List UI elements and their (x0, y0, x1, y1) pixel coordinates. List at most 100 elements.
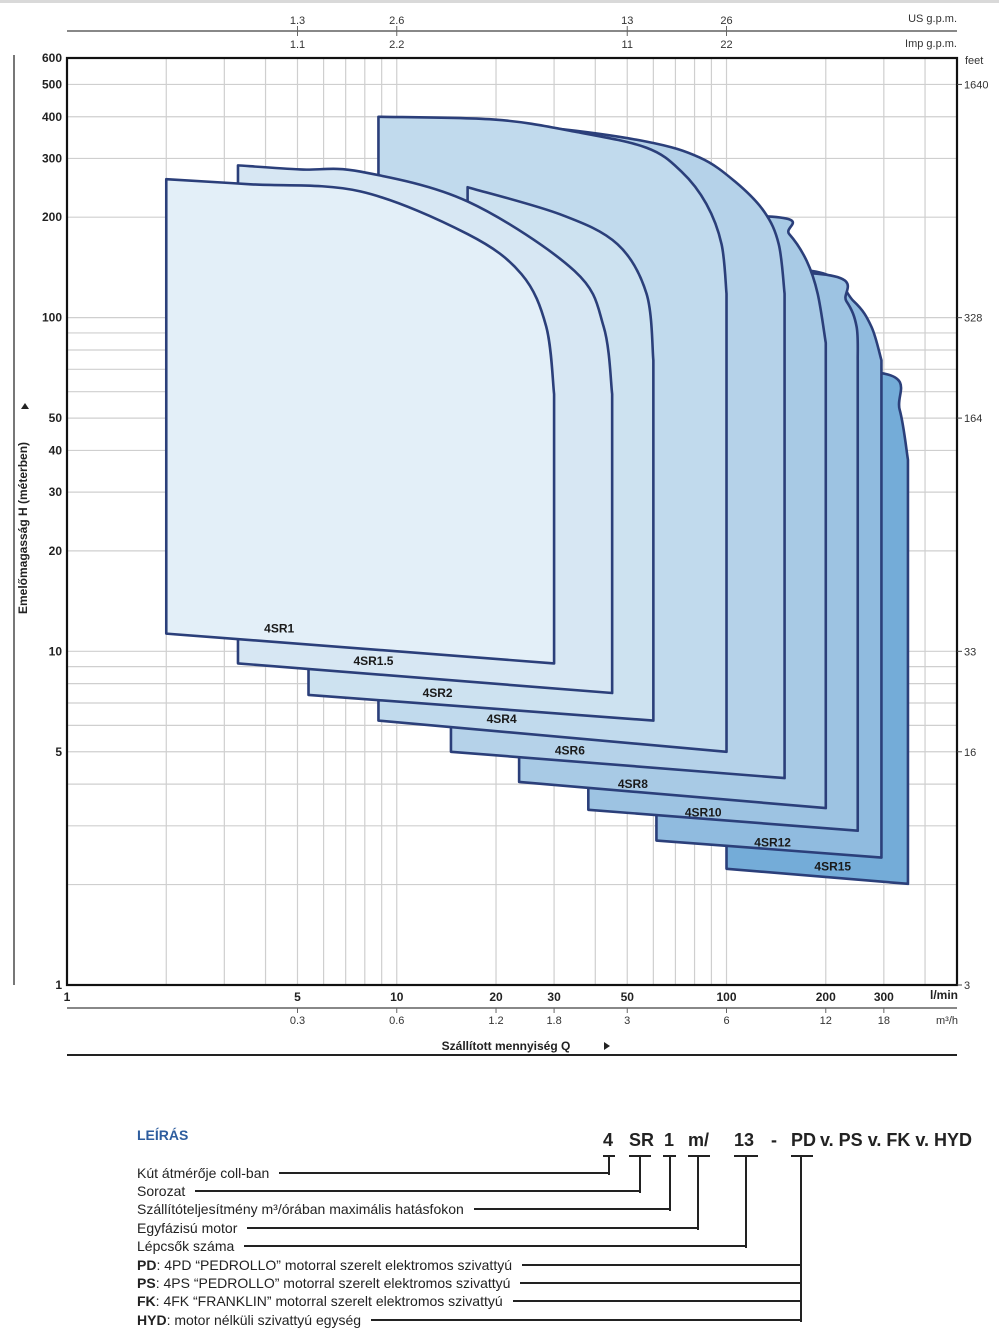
series-label: 4SR6 (555, 744, 585, 758)
description-row: PS: 4PS “PEDROLLO” motorral szerelt elek… (137, 1274, 802, 1292)
row-text: : 4FK “FRANKLIN” motorral szerelt elektr… (155, 1293, 503, 1309)
y-tick-label: 5 (55, 745, 62, 759)
m3h-unit-label: m³/h (936, 1015, 958, 1027)
connector-line (800, 1155, 802, 1322)
series-label: 4SR10 (685, 805, 722, 819)
pump-performance-chart: 4SR1 4SR1.5 4SR2 4SR4 4SR6 4SR8 4SR10 4SR12 4SR1… (13, 13, 988, 1056)
connector-line (745, 1155, 747, 1248)
description-title: LEÍRÁS (137, 1127, 189, 1143)
imp-gpm-tick-label: 2.2 (389, 39, 404, 51)
y-axis-title: Emelőmagasság H (méterben) (16, 442, 30, 614)
x-tick-label: 300 (874, 990, 894, 1004)
code-part-flow: 1 (664, 1130, 675, 1150)
series-label: 4SR1.5 (353, 654, 393, 668)
series-label: 4SR4 (487, 712, 517, 726)
row-text: Kút átmérője coll-ban (137, 1165, 270, 1181)
m3h-tick-label: 12 (820, 1015, 832, 1027)
y-tick-label: 500 (42, 77, 62, 91)
x-tick-label: 20 (489, 990, 503, 1004)
description-row: HYD: motor nélküli szivattyú egység (137, 1311, 802, 1329)
y-tick-label: 1 (55, 978, 62, 992)
y-axis-arrow-icon (21, 403, 29, 409)
y-tick-label: 100 (42, 311, 62, 325)
x-unit-label: l/min (930, 988, 958, 1002)
row-code: PS (137, 1275, 156, 1291)
us-gpm-tick-label: 2.6 (389, 15, 404, 27)
top-border (0, 0, 999, 3)
imp-gpm-tick-label: 22 (720, 39, 732, 51)
row-leader-line (244, 1245, 747, 1247)
row-text: : 4PD “PEDROLLO” motorral szerelt elektr… (156, 1257, 512, 1273)
m3h-tick-label: 3 (624, 1015, 630, 1027)
code-underline (688, 1155, 710, 1157)
series-label: 4SR8 (618, 777, 648, 791)
connector-line (608, 1155, 610, 1175)
y-tick-label: 40 (49, 443, 63, 457)
feet-tick-label: 3 (964, 980, 970, 992)
description-row: Egyfázisú motor (137, 1219, 699, 1237)
plot-frame (65, 56, 959, 987)
feet-tick-label: 164 (964, 413, 982, 425)
series-areas (164, 115, 910, 886)
x-axis-arrow-icon (604, 1042, 610, 1050)
imp-gpm-tick-label: 11 (622, 39, 633, 51)
code-part-series: SR (629, 1130, 655, 1150)
feet-tick-label: 1640 (964, 79, 988, 91)
description-row: Kút átmérője coll-ban (137, 1164, 610, 1182)
code-underline (791, 1155, 813, 1157)
code-part-version: PD (791, 1130, 817, 1150)
feet-tick-label: 328 (964, 313, 982, 325)
x-tick-label: 30 (547, 990, 561, 1004)
description-row: Lépcsők száma (137, 1237, 747, 1255)
y-tick-label: 20 (49, 544, 63, 558)
row-text: Egyfázisú motor (137, 1220, 238, 1236)
us-gpm-tick-label: 1.3 (290, 15, 305, 27)
row-code: FK (137, 1293, 156, 1309)
description-row: PD: 4PD “PEDROLLO” motorral szerelt elek… (137, 1256, 802, 1274)
m3h-tick-label: 6 (723, 1015, 729, 1027)
row-text: Szállítóteljesítmény m³/órában maximális… (137, 1201, 464, 1217)
x-tick-label: 100 (716, 990, 736, 1004)
us-gpm-tick-label: 26 (720, 15, 732, 27)
description-row: Szállítóteljesítmény m³/órában maximális… (137, 1200, 671, 1218)
us-gpm-unit-label: US g.p.m. (908, 13, 957, 25)
x-tick-label: 200 (816, 990, 836, 1004)
feet-unit-label: feet (965, 55, 983, 67)
connector-line (697, 1155, 699, 1230)
m3h-tick-label: 1.2 (488, 1015, 503, 1027)
feet-tick-label: 33 (964, 646, 976, 658)
row-text: Sorozat (137, 1183, 186, 1199)
m3h-tick-label: 0.6 (389, 1015, 404, 1027)
row-leader-line (247, 1227, 699, 1229)
x-tick-label: 10 (390, 990, 404, 1004)
series-labels: 4SR1 4SR1.5 4SR2 4SR4 4SR6 4SR8 4SR10 4SR12 4SR1… (264, 621, 851, 873)
code-part-stages: 13 (734, 1130, 755, 1150)
code-part-dash: - (771, 1130, 777, 1150)
connector-line (669, 1155, 671, 1211)
series-label: 4SR15 (814, 860, 851, 874)
code-part-motor: m/ (688, 1130, 710, 1150)
series-area-4sr1 (164, 177, 556, 665)
y-tick-label: 30 (49, 485, 63, 499)
row-leader-line (520, 1282, 802, 1284)
row-text: : 4PS “PEDROLLO” motorral szerelt elektr… (155, 1275, 511, 1291)
row-leader-line (195, 1190, 641, 1192)
y-tick-label: 400 (42, 110, 62, 124)
row-leader-line (473, 1208, 671, 1210)
x-tick-label: 5 (294, 990, 301, 1004)
imp-gpm-tick-label: 1.1 (290, 39, 305, 51)
code-part-diameter: 4 (603, 1130, 614, 1150)
us-gpm-tick-label: 13 (621, 15, 633, 27)
row-leader-line (279, 1172, 610, 1174)
code-part-version-alternatives: v. PS v. FK v. HYD (820, 1130, 973, 1150)
x-axis-title: Szállított mennyiség Q (442, 1039, 571, 1053)
description-row: Sorozat (137, 1182, 641, 1200)
row-text: Lépcsők száma (137, 1238, 235, 1254)
m3h-tick-label: 1.8 (546, 1015, 561, 1027)
row-leader-line (371, 1319, 802, 1321)
x-tick-label: 1 (64, 990, 71, 1004)
description-section: LEÍRÁS 4 SR 1 m/ 13 - PD v. PS v. FK v. … (0, 1120, 999, 1336)
description-row: FK: 4FK “FRANKLIN” motorral szerelt elek… (137, 1292, 802, 1310)
y-tick-label: 600 (42, 51, 62, 65)
row-leader-line (522, 1264, 802, 1266)
